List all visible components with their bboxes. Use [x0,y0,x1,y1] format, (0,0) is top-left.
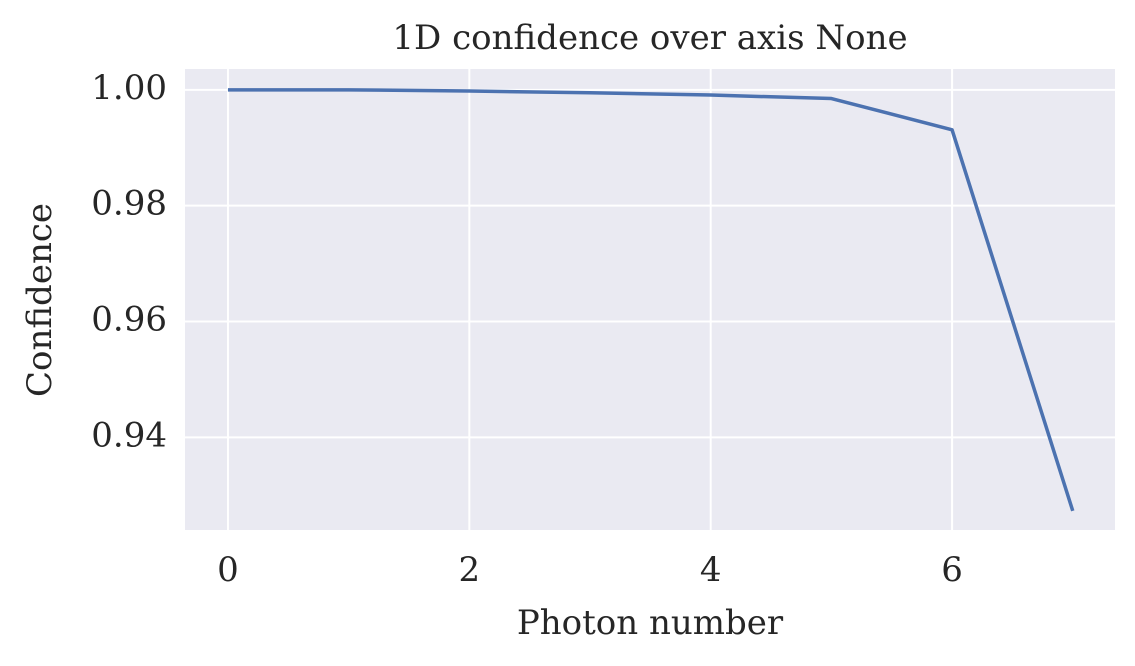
chart-title: 1D confidence over axis None [392,18,907,58]
y-tick-label: 1.00 [91,68,167,108]
data-line [227,88,1075,512]
x-axis-label: Photon number [517,603,784,643]
x-tick-label: 0 [217,550,239,590]
y-tick-label: 0.96 [91,300,167,340]
y-axis-label: Confidence [20,203,60,397]
plot-area [185,69,1115,530]
x-tick-label: 4 [700,550,722,590]
x-tick-label: 6 [941,550,963,590]
y-tick-label: 0.94 [91,415,167,455]
y-tick-label: 0.98 [91,184,167,224]
x-tick-label: 2 [459,550,481,590]
